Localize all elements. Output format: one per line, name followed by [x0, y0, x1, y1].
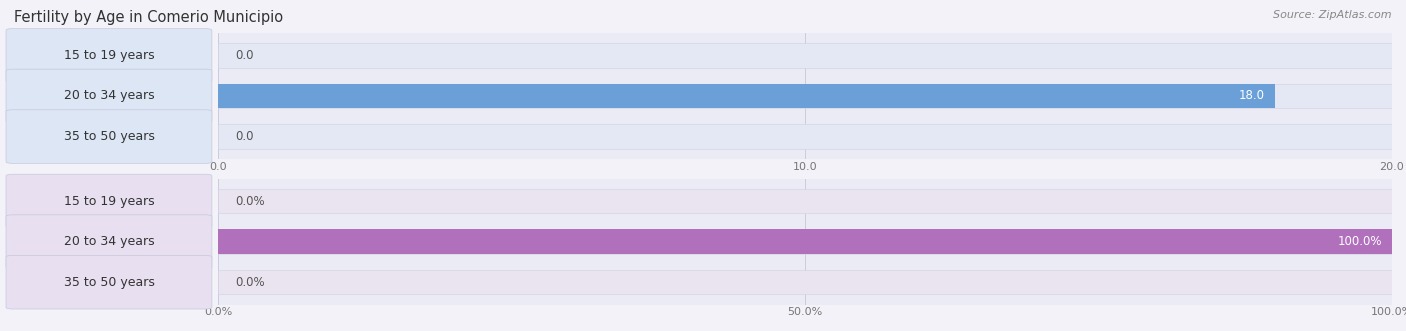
Text: 15 to 19 years: 15 to 19 years — [63, 49, 155, 62]
Text: 0.0%: 0.0% — [236, 195, 266, 208]
Bar — [218, 229, 1392, 254]
Text: Source: ZipAtlas.com: Source: ZipAtlas.com — [1274, 10, 1392, 20]
Text: 35 to 50 years: 35 to 50 years — [63, 130, 155, 143]
Text: 35 to 50 years: 35 to 50 years — [63, 276, 155, 289]
Bar — [218, 84, 1392, 108]
Text: 0.0%: 0.0% — [236, 276, 266, 289]
Text: 15 to 19 years: 15 to 19 years — [63, 195, 155, 208]
Text: 0.0: 0.0 — [236, 130, 254, 143]
Bar — [218, 270, 1392, 294]
Bar — [218, 43, 1392, 68]
Text: 20 to 34 years: 20 to 34 years — [63, 235, 155, 248]
Text: 20 to 34 years: 20 to 34 years — [63, 89, 155, 103]
Bar — [218, 229, 1392, 254]
Text: 18.0: 18.0 — [1239, 89, 1265, 103]
Text: 0.0: 0.0 — [236, 49, 254, 62]
Text: Fertility by Age in Comerio Municipio: Fertility by Age in Comerio Municipio — [14, 10, 283, 25]
Bar — [218, 189, 1392, 213]
Text: 100.0%: 100.0% — [1339, 235, 1382, 248]
Bar — [218, 84, 1275, 108]
Bar — [218, 124, 1392, 149]
